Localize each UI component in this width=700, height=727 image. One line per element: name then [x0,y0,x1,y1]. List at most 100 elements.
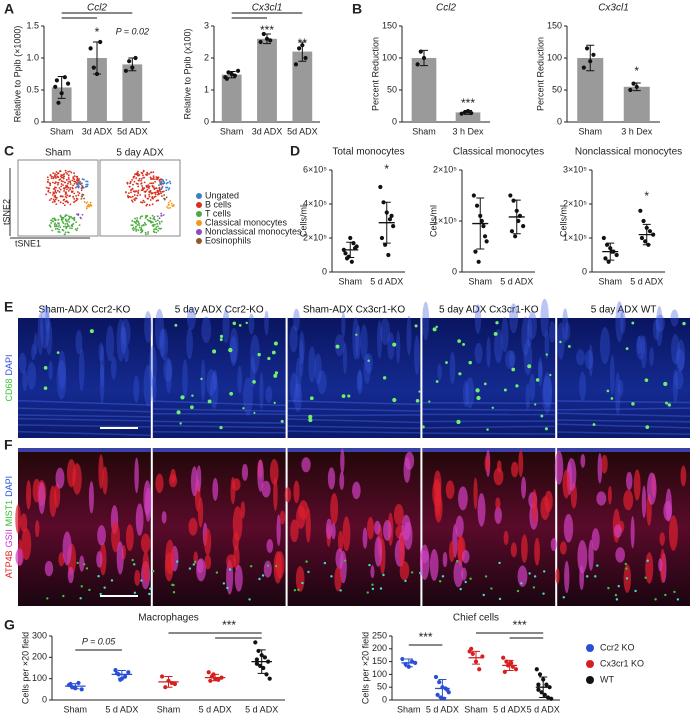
tsne-dot [138,226,141,229]
legend-marker [196,220,202,226]
tsne-dot [69,180,72,183]
tissue [17,430,151,437]
stain-name: ATP4B [4,550,14,578]
tissue [403,457,411,483]
tissue [577,540,588,574]
tsne-dot [71,227,73,230]
tsne-dot [74,180,77,183]
tissue [148,345,157,388]
micrograph [152,318,286,438]
tsne-dot [137,220,140,223]
tissue [347,394,351,398]
legend-label: Cx3cr1 KO [600,658,644,668]
y-tick-label: 0 [42,694,47,704]
error-bar [586,44,595,72]
tsne-dot [131,219,134,222]
tissue [644,378,649,382]
error-bar [117,670,126,679]
tsne-dot [83,201,86,203]
tissue [75,329,83,355]
tissue [473,477,478,510]
tissue [290,372,299,403]
tissue [269,458,279,485]
tsne-dot [54,174,56,177]
tsne-dot [135,220,138,223]
tissue [279,510,286,525]
data-point [386,252,391,258]
tsne-dot [52,181,54,184]
annotation: *** [260,23,274,37]
tsne-dot [125,191,127,194]
data-point [581,65,586,70]
tissue [58,350,66,390]
data-point [268,38,273,43]
tissue [380,318,391,346]
tsne-dot [47,189,50,192]
tissue [76,561,79,565]
tissue [213,369,218,391]
tsne-dot [66,194,69,197]
tsne-dot [71,217,74,220]
y-tick-label: 0 [204,116,209,126]
tissue [601,454,608,474]
y-tick-label: 4×10⁵ [303,198,327,208]
error-bar [606,242,615,261]
tissue [110,579,114,582]
tsne-dot [152,171,155,173]
tsne-dot [68,178,70,181]
tsne-dot [52,192,55,195]
tissue [201,316,212,344]
tsne-dot [153,188,156,190]
tsne-dot [137,229,140,232]
data-point [387,217,393,222]
tissue [33,333,38,355]
tissue [96,550,103,568]
micrograph [557,318,690,438]
x-tick-label: 5 d ADX [500,276,533,286]
tissue [31,343,36,361]
tissue [476,395,481,401]
tissue [298,331,305,365]
y-tick-label: 100 [32,673,47,683]
tissue [299,339,304,378]
y-tick-label: 250 [372,630,387,640]
tissue [182,359,188,398]
tissue [422,425,556,429]
tsne-dot [137,179,140,182]
tissue [155,473,164,494]
tsne-dot [62,195,64,198]
data-point [482,234,488,239]
tsne-dot [136,194,139,197]
tissue [670,309,679,327]
x-tick-label: 5d ADX [117,126,148,136]
tissue [654,598,657,601]
y-tick-label: 2×10⁵ [433,164,457,174]
tissue [623,489,634,511]
data-point [513,667,519,672]
y-tick-label: 1×10⁵ [563,232,587,242]
x-tick-label: Sham [412,126,436,136]
tsne-dot [76,198,79,200]
tissue [192,563,196,566]
tissue [99,592,102,596]
tsne-dot [136,174,139,177]
tissue [152,424,286,429]
tissue [567,344,571,348]
tsne-dot [89,203,92,206]
tissue [617,379,624,397]
data-point [127,59,132,64]
y-tick-label: 1×10⁵ [433,215,457,225]
tsne-dot [48,187,50,190]
tissue [204,528,212,556]
tsne-dot [68,221,70,223]
tsne-dot [133,199,136,202]
tissue [557,431,691,435]
panel-letter: B [352,1,362,17]
stain-label: CD68 DAPI [4,354,14,401]
tsne-dot [66,188,68,191]
tsne-dot [133,180,136,183]
data-point [469,646,474,651]
tissue [83,563,86,566]
tissue [562,308,569,343]
tissue [659,532,665,546]
